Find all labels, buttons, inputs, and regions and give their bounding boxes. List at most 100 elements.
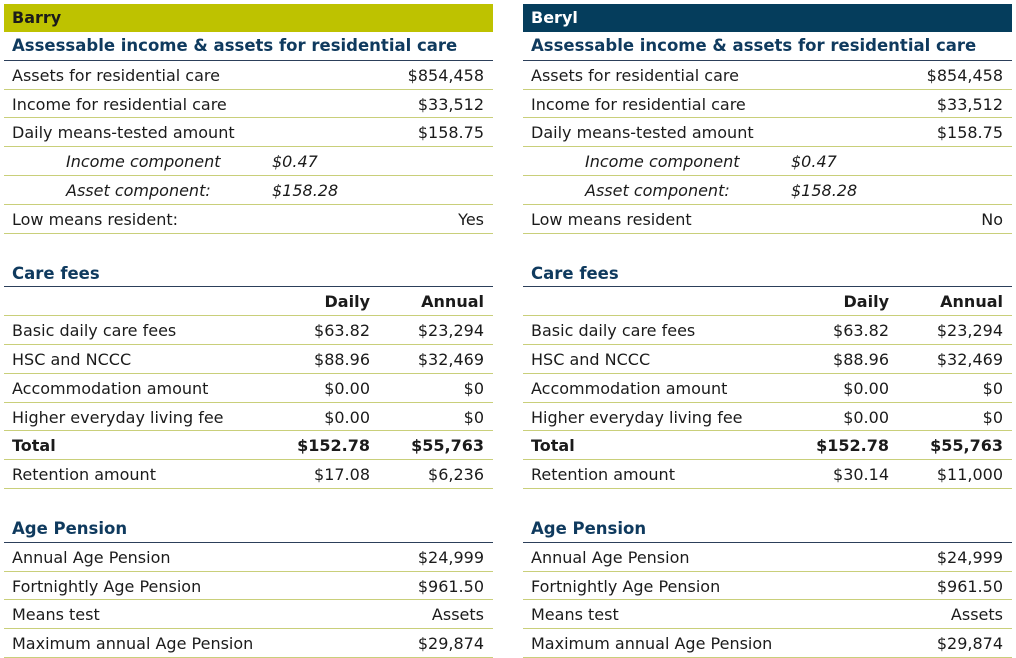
panel-title: Beryl xyxy=(523,4,1012,32)
table-row: Maximum annual Age Pension $29,874 xyxy=(4,629,493,658)
column-header-annual: Annual xyxy=(421,292,484,312)
retention-row: Retention amount $30.14 $11,000 xyxy=(523,460,1012,489)
component-value: $0.47 xyxy=(791,152,837,172)
row-annual: $0 xyxy=(982,407,1003,427)
table-row: Accommodation amount $0.00 $0 xyxy=(523,374,1012,403)
row-label: Daily means-tested amount xyxy=(12,123,235,143)
row-label: Annual Age Pension xyxy=(12,547,171,567)
table-row: Annual Age Pension $24,999 xyxy=(523,543,1012,572)
table-row: Basic daily care fees $63.82 $23,294 xyxy=(523,316,1012,345)
section-title: Care fees xyxy=(12,263,100,283)
row-label: Retention amount xyxy=(12,465,156,485)
row-value: $29,874 xyxy=(936,634,1003,654)
row-daily: $88.96 xyxy=(314,349,370,369)
row-label: Assets for residential care xyxy=(531,65,739,85)
row-annual: $55,763 xyxy=(411,436,484,456)
table-row: HSC and NCCC $88.96 $32,469 xyxy=(4,345,493,374)
row-daily: $0.00 xyxy=(843,407,889,427)
row-value: $33,512 xyxy=(936,94,1003,114)
row-daily: $88.96 xyxy=(833,349,889,369)
row-label: Fortnightly Age Pension xyxy=(12,576,202,596)
table-row: Higher everyday living fee $0.00 $0 xyxy=(523,403,1012,432)
column-header-daily: Daily xyxy=(843,292,889,312)
section-heading-income: Assessable income & assets for residenti… xyxy=(4,32,493,61)
row-label: Accommodation amount xyxy=(12,378,209,398)
row-label: HSC and NCCC xyxy=(531,349,651,369)
row-daily: $0.00 xyxy=(324,378,370,398)
row-daily: $63.82 xyxy=(314,321,370,341)
table-row: Maximum annual Age Pension $29,874 xyxy=(523,629,1012,658)
section-title: Age Pension xyxy=(531,518,647,538)
section-heading-age-pension: Age Pension xyxy=(523,514,1012,543)
row-daily: $30.14 xyxy=(833,465,889,485)
table-row: Fortnightly Age Pension $961.50 xyxy=(523,572,1012,601)
row-value: $854,458 xyxy=(407,65,484,85)
row-annual: $32,469 xyxy=(936,349,1003,369)
table-row: Daily means-tested amount $158.75 xyxy=(4,118,493,148)
component-label: Asset component: xyxy=(66,180,211,200)
row-value: $961.50 xyxy=(936,576,1003,596)
row-label: Low means resident: xyxy=(12,209,179,229)
table-row: Means test Assets xyxy=(4,600,493,630)
row-label: Annual Age Pension xyxy=(531,547,690,567)
row-daily: $152.78 xyxy=(297,436,370,456)
row-label: Basic daily care fees xyxy=(12,321,177,341)
row-value: $961.50 xyxy=(417,576,484,596)
table-row: Fortnightly Age Pension $961.50 xyxy=(4,572,493,601)
row-value: $158.75 xyxy=(417,123,484,143)
column-header-annual: Annual xyxy=(940,292,1003,312)
low-means-row: Low means resident No xyxy=(523,205,1012,234)
row-annual: $55,763 xyxy=(930,436,1003,456)
component-row: Asset component: $158.28 xyxy=(4,176,493,205)
low-means-row: Low means resident: Yes xyxy=(4,205,493,234)
row-value: Yes xyxy=(458,209,484,229)
section-heading-care-fees: Care fees xyxy=(4,259,493,288)
row-value: $33,512 xyxy=(417,94,484,114)
column-header-row: Daily Annual xyxy=(523,287,1012,317)
row-value: $158.75 xyxy=(936,123,1003,143)
component-label: Asset component: xyxy=(585,180,730,200)
total-row: Total $152.78 $55,763 xyxy=(523,431,1012,461)
table-row: Higher everyday living fee $0.00 $0 xyxy=(4,403,493,432)
section-heading-income: Assessable income & assets for residenti… xyxy=(523,32,1012,61)
row-value: $854,458 xyxy=(926,65,1003,85)
row-value: $24,999 xyxy=(936,547,1003,567)
row-value: No xyxy=(981,209,1003,229)
section-title: Care fees xyxy=(531,263,619,283)
component-value: $158.28 xyxy=(791,180,858,200)
row-label: Assets for residential care xyxy=(12,65,220,85)
row-label: Income for residential care xyxy=(12,94,227,114)
table-row: Income for residential care $33,512 xyxy=(523,90,1012,119)
row-label: Higher everyday living fee xyxy=(531,407,743,427)
table-row: Assets for residential care $854,458 xyxy=(4,61,493,90)
row-daily: $0.00 xyxy=(843,378,889,398)
row-value: Assets xyxy=(950,605,1003,625)
row-annual: $11,000 xyxy=(936,465,1003,485)
row-annual: $23,294 xyxy=(936,321,1003,341)
total-row: Total $152.78 $55,763 xyxy=(4,431,493,461)
section-title: Age Pension xyxy=(12,518,128,538)
row-label: Means test xyxy=(12,605,100,625)
row-label: HSC and NCCC xyxy=(12,349,132,369)
row-label: Daily means-tested amount xyxy=(531,123,754,143)
component-value: $158.28 xyxy=(272,180,339,200)
beryl-panel: Beryl Assessable income & assets for res… xyxy=(523,4,1012,658)
component-value: $0.47 xyxy=(272,152,318,172)
table-row: Means test Assets xyxy=(523,600,1012,630)
section-title: Assessable income & assets for residenti… xyxy=(12,36,458,55)
row-daily: $63.82 xyxy=(833,321,889,341)
row-annual: $6,236 xyxy=(428,465,484,485)
component-row: Income component $0.47 xyxy=(4,147,493,176)
row-annual: $0 xyxy=(463,407,484,427)
row-label: Retention amount xyxy=(531,465,675,485)
column-header-row: Daily Annual xyxy=(4,287,493,317)
column-header-daily: Daily xyxy=(324,292,370,312)
component-row: Income component $0.47 xyxy=(523,147,1012,176)
panel-title: Barry xyxy=(4,4,493,32)
component-label: Income component xyxy=(585,152,740,172)
table-row: Daily means-tested amount $158.75 xyxy=(523,118,1012,148)
row-label: Total xyxy=(531,436,575,456)
barry-panel: Barry Assessable income & assets for res… xyxy=(4,4,493,658)
row-label: Maximum annual Age Pension xyxy=(531,634,773,654)
section-heading-care-fees: Care fees xyxy=(523,259,1012,288)
